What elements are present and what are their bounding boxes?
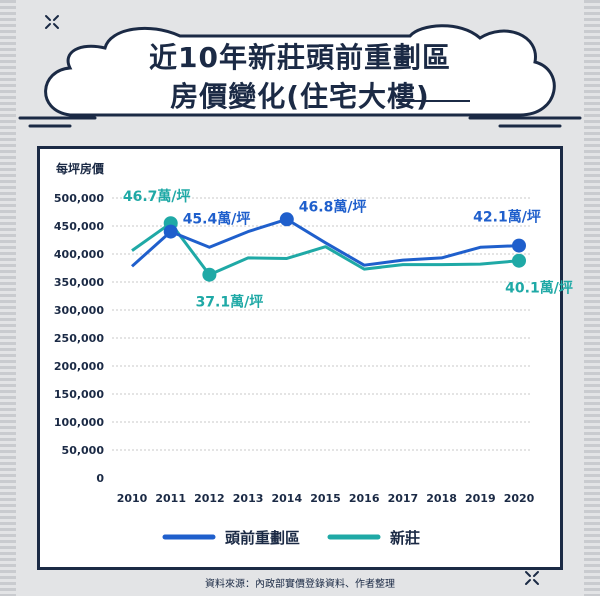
- y-tick-label: 50,000: [62, 444, 105, 457]
- data-point-highlight: [163, 224, 178, 239]
- left-stripe-decoration: [0, 0, 16, 596]
- y-tick-label: 150,000: [54, 388, 104, 401]
- data-label: 37.1萬/坪: [196, 294, 264, 311]
- title-banner: [44, 24, 556, 117]
- y-tick-label: 500,000: [54, 192, 104, 205]
- y-tick-label: 250,000: [54, 332, 104, 345]
- legend-label: 新莊: [390, 529, 420, 547]
- data-label: 45.4萬/坪: [183, 211, 251, 228]
- x-tick-label: 2015: [310, 492, 341, 505]
- y-tick-label: 100,000: [54, 416, 104, 429]
- data-point-highlight: [512, 238, 526, 253]
- page-title-line-1: 近10年新莊頭前重劃區: [149, 41, 451, 74]
- data-label: 40.1萬/坪: [505, 280, 573, 297]
- y-tick-label: 200,000: [54, 360, 104, 373]
- page-title-line-2: 房價變化(住宅大樓): [170, 80, 430, 113]
- x-tick-label: 2018: [426, 492, 457, 505]
- y-tick-label: 350,000: [54, 276, 104, 289]
- series-line-xinzhuang: [131, 221, 520, 277]
- x-tick-label: 2013: [233, 492, 264, 505]
- y-tick-label: 300,000: [54, 304, 104, 317]
- y-axis-label: 每坪房價: [56, 162, 105, 176]
- x-tick-label: 2010: [117, 492, 148, 505]
- series-line-toutian: [130, 217, 520, 268]
- x-tick-label: 2016: [349, 492, 380, 505]
- x-tick-label: 2012: [194, 492, 225, 505]
- data-point-highlight: [202, 267, 217, 282]
- y-tick-label: 0: [96, 472, 104, 485]
- x-tick-label: 2017: [388, 492, 419, 505]
- y-tick-label: 400,000: [54, 248, 104, 261]
- right-stripe-decoration: [584, 0, 600, 596]
- x-tick-label: 2019: [465, 492, 496, 505]
- data-point-highlight: [512, 253, 526, 268]
- source-note: 資料來源：內政部實價登錄資料、作者整理: [205, 579, 395, 590]
- data-label: 46.7萬/坪: [123, 188, 191, 205]
- y-tick-label: 450,000: [54, 220, 104, 233]
- data-label: 46.8萬/坪: [299, 198, 367, 215]
- x-tick-label: 2014: [271, 492, 302, 505]
- x-tick-label: 2011: [155, 492, 186, 505]
- x-tick-label: 2020: [504, 492, 535, 505]
- chart-panel: [37, 146, 563, 570]
- data-point-highlight: [279, 212, 294, 227]
- legend-label: 頭前重劃區: [225, 529, 300, 547]
- data-label: 42.1萬/坪: [473, 209, 541, 226]
